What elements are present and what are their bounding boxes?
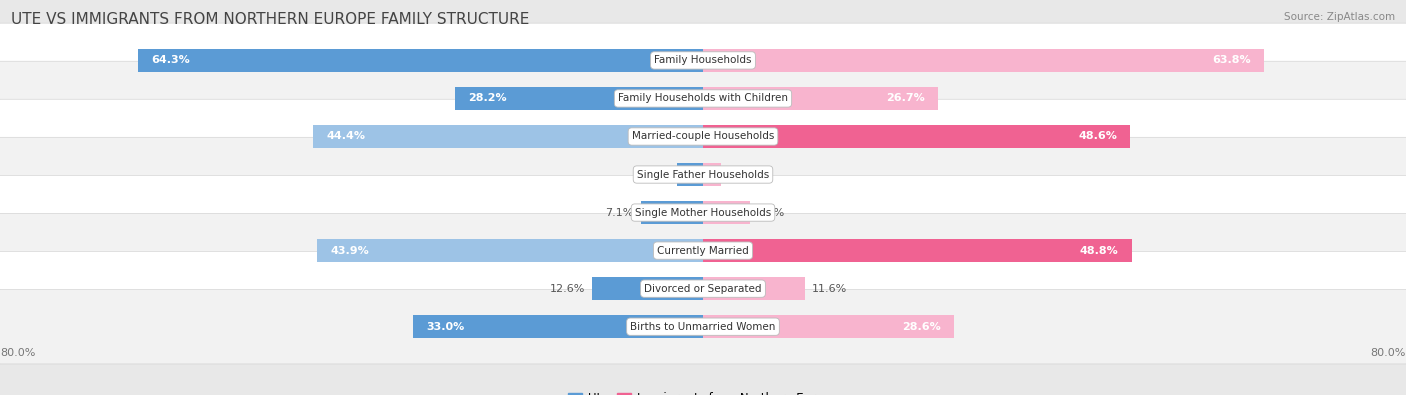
FancyBboxPatch shape	[0, 61, 1406, 136]
Text: 44.4%: 44.4%	[326, 132, 366, 141]
Text: 48.6%: 48.6%	[1078, 132, 1116, 141]
Text: 7.1%: 7.1%	[605, 207, 634, 218]
Text: 80.0%: 80.0%	[0, 348, 35, 357]
Bar	[703, 277, 804, 300]
Text: 5.3%: 5.3%	[756, 207, 785, 218]
Bar	[703, 201, 749, 224]
Text: 64.3%: 64.3%	[152, 55, 190, 66]
Text: Single Mother Households: Single Mother Households	[636, 207, 770, 218]
Text: Currently Married: Currently Married	[657, 246, 749, 256]
Bar	[703, 239, 1132, 262]
Text: 63.8%: 63.8%	[1212, 55, 1250, 66]
FancyBboxPatch shape	[0, 99, 1406, 174]
Bar	[676, 163, 703, 186]
Text: 2.0%: 2.0%	[728, 169, 756, 180]
Text: 3.0%: 3.0%	[641, 169, 669, 180]
Text: UTE VS IMMIGRANTS FROM NORTHERN EUROPE FAMILY STRUCTURE: UTE VS IMMIGRANTS FROM NORTHERN EUROPE F…	[11, 12, 530, 27]
Bar	[703, 163, 721, 186]
Bar	[703, 315, 955, 338]
Bar	[413, 315, 703, 338]
Text: Family Households: Family Households	[654, 55, 752, 66]
FancyBboxPatch shape	[0, 213, 1406, 288]
Bar	[703, 49, 1264, 72]
Text: Single Father Households: Single Father Households	[637, 169, 769, 180]
Bar	[314, 125, 703, 148]
Text: 12.6%: 12.6%	[550, 284, 585, 293]
Text: 33.0%: 33.0%	[426, 322, 464, 332]
Bar	[641, 201, 703, 224]
Bar	[138, 49, 703, 72]
Text: 80.0%: 80.0%	[1371, 348, 1406, 357]
Text: Married-couple Households: Married-couple Households	[631, 132, 775, 141]
Text: 48.8%: 48.8%	[1080, 246, 1119, 256]
FancyBboxPatch shape	[0, 137, 1406, 212]
FancyBboxPatch shape	[0, 175, 1406, 250]
FancyBboxPatch shape	[0, 23, 1406, 98]
Bar	[703, 87, 938, 110]
Text: 28.6%: 28.6%	[903, 322, 941, 332]
Text: Divorced or Separated: Divorced or Separated	[644, 284, 762, 293]
FancyBboxPatch shape	[0, 290, 1406, 364]
Text: 11.6%: 11.6%	[813, 284, 848, 293]
Bar	[703, 125, 1130, 148]
Text: 26.7%: 26.7%	[886, 94, 925, 103]
Text: 28.2%: 28.2%	[468, 94, 508, 103]
Text: Source: ZipAtlas.com: Source: ZipAtlas.com	[1284, 12, 1395, 22]
FancyBboxPatch shape	[0, 251, 1406, 326]
Text: 43.9%: 43.9%	[330, 246, 370, 256]
Text: Births to Unmarried Women: Births to Unmarried Women	[630, 322, 776, 332]
Text: Family Households with Children: Family Households with Children	[619, 94, 787, 103]
Bar	[318, 239, 703, 262]
Legend: Ute, Immigrants from Northern Europe: Ute, Immigrants from Northern Europe	[564, 387, 842, 395]
Bar	[456, 87, 703, 110]
Bar	[592, 277, 703, 300]
